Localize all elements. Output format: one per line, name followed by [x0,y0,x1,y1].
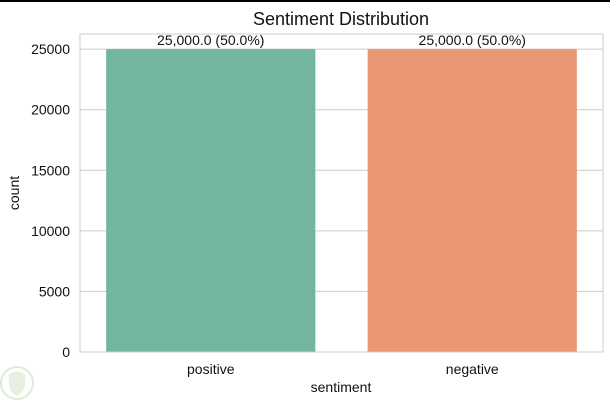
x-axis-label: sentiment [311,379,372,395]
y-tick-label: 15000 [31,162,70,178]
x-tick-label: positive [187,361,235,377]
plot-frame [79,33,604,353]
y-tick-label: 10000 [31,223,70,239]
y-axis-label: count [6,176,22,210]
top-border [0,0,610,2]
y-tick-label: 0 [62,344,70,360]
bar-negative [367,49,577,353]
bar-data-label: 25,000.0 (50.0%) [157,32,264,48]
bar-positive [106,49,316,353]
y-tick-label: 5000 [39,283,70,299]
watermark-logo [0,366,34,400]
bar-data-label: 25,000.0 (50.0%) [419,32,526,48]
chart-title: Sentiment Distribution [253,9,429,29]
y-tick-label: 20000 [31,102,70,118]
y-tick-label: 25000 [31,41,70,57]
x-tick-label: negative [446,361,499,377]
